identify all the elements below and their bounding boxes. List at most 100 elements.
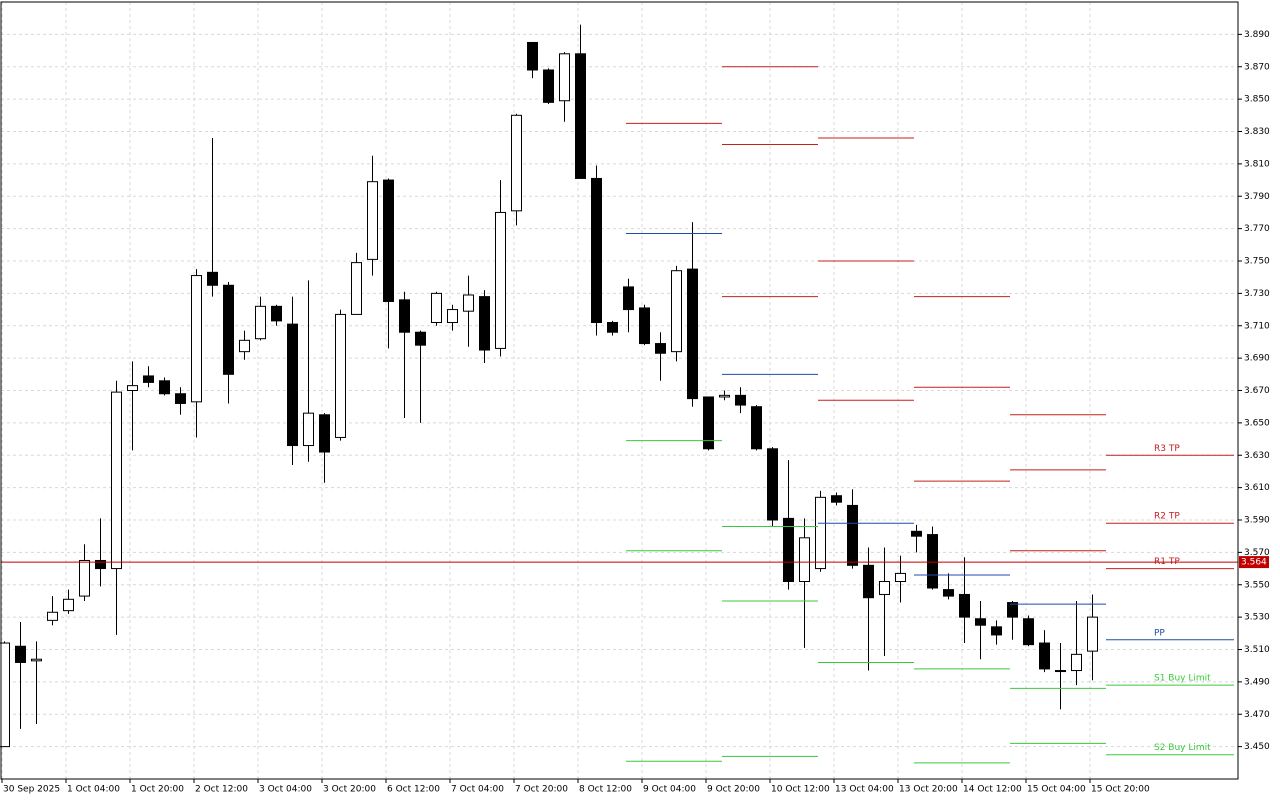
candle-body bbox=[495, 211, 506, 349]
candle-body bbox=[559, 53, 570, 102]
candle-body bbox=[1023, 618, 1034, 646]
candle-body bbox=[543, 69, 554, 103]
x-tick-label: 9 Oct 20:00 bbox=[707, 785, 760, 795]
candle-body bbox=[159, 380, 170, 395]
candle-body bbox=[287, 323, 298, 447]
price-tag-label: 3.564 bbox=[1241, 558, 1267, 568]
candle-body bbox=[1071, 653, 1082, 672]
candle-body bbox=[1039, 642, 1050, 670]
y-tick-label: 3.750 bbox=[1244, 257, 1270, 267]
candle-body bbox=[671, 270, 682, 353]
candle-body bbox=[975, 618, 986, 626]
x-tick-label: 8 Oct 12:00 bbox=[579, 785, 632, 795]
candle-body bbox=[687, 268, 698, 400]
candle-body bbox=[463, 294, 474, 312]
candle-body bbox=[63, 598, 74, 612]
y-tick-label: 3.570 bbox=[1244, 548, 1270, 558]
candle-body bbox=[239, 339, 250, 353]
candle-body bbox=[383, 179, 394, 302]
price-tag bbox=[1239, 556, 1269, 569]
candle-body bbox=[1007, 602, 1018, 618]
candle-body bbox=[895, 572, 906, 583]
candle-body bbox=[863, 564, 874, 599]
candle-body bbox=[255, 305, 266, 340]
candle-body bbox=[271, 305, 282, 322]
x-tick-label: 3 Oct 20:00 bbox=[323, 785, 376, 795]
y-tick-label: 3.710 bbox=[1244, 321, 1270, 331]
candle-body bbox=[335, 313, 346, 438]
candle-body bbox=[607, 322, 618, 333]
candle-body bbox=[15, 645, 26, 663]
candle-body bbox=[79, 559, 90, 597]
candle-body bbox=[911, 530, 922, 537]
x-tick-label: 30 Sep 2025 bbox=[3, 785, 60, 795]
candle-body bbox=[735, 394, 746, 406]
candle-body bbox=[575, 53, 586, 179]
candle-body bbox=[943, 589, 954, 597]
y-tick-label: 3.630 bbox=[1244, 451, 1270, 461]
candle-body bbox=[751, 406, 762, 450]
candle-body bbox=[991, 626, 1002, 636]
pivot-label: S2 Buy Limit bbox=[1154, 743, 1211, 753]
x-tick-label: 14 Oct 12:00 bbox=[963, 785, 1022, 795]
candle-body bbox=[591, 177, 602, 324]
x-tick-label: 2 Oct 12:00 bbox=[195, 785, 248, 795]
candle-body bbox=[815, 496, 826, 570]
x-tick-label: 13 Oct 04:00 bbox=[835, 785, 894, 795]
candle-body bbox=[655, 343, 666, 354]
y-tick-label: 3.610 bbox=[1244, 483, 1270, 493]
candle-body bbox=[623, 286, 634, 311]
y-tick-label: 3.490 bbox=[1244, 677, 1270, 687]
candle-body bbox=[527, 41, 538, 71]
pivot-label: R3 TP bbox=[1154, 444, 1180, 454]
x-tick-label: 10 Oct 12:00 bbox=[771, 785, 830, 795]
x-tick-label: 1 Oct 20:00 bbox=[131, 785, 184, 795]
x-tick-label: 15 Oct 20:00 bbox=[1091, 785, 1150, 795]
candle-body bbox=[831, 495, 842, 503]
candle-body bbox=[303, 412, 314, 447]
candle-body bbox=[431, 292, 442, 324]
x-tick-label: 6 Oct 12:00 bbox=[387, 785, 440, 795]
y-tick-label: 3.830 bbox=[1244, 127, 1270, 137]
y-tick-label: 3.450 bbox=[1244, 742, 1270, 752]
y-tick-label: 3.850 bbox=[1244, 95, 1270, 105]
x-tick-label: 3 Oct 04:00 bbox=[259, 785, 312, 795]
y-tick-label: 3.530 bbox=[1244, 613, 1270, 623]
candle-body bbox=[95, 559, 106, 570]
y-tick-label: 3.590 bbox=[1244, 516, 1270, 526]
y-tick-label: 3.890 bbox=[1244, 30, 1270, 40]
candle-body bbox=[175, 393, 186, 404]
x-tick-label: 13 Oct 20:00 bbox=[899, 785, 958, 795]
candle-body bbox=[31, 658, 42, 662]
pivot-label: S1 Buy Limit bbox=[1154, 674, 1211, 684]
candle-body bbox=[767, 448, 778, 521]
x-tick-label: 9 Oct 04:00 bbox=[643, 785, 696, 795]
plot-frame bbox=[0, 1, 1239, 780]
candle-body bbox=[1087, 616, 1098, 652]
y-tick-label: 3.790 bbox=[1244, 192, 1270, 202]
candle-body bbox=[207, 271, 218, 286]
x-tick-label: 15 Oct 04:00 bbox=[1027, 785, 1086, 795]
candle-body bbox=[447, 309, 458, 324]
y-tick-label: 3.810 bbox=[1244, 159, 1270, 169]
y-tick-label: 3.870 bbox=[1244, 62, 1270, 72]
candle-body bbox=[511, 114, 522, 212]
y-tick-label: 3.470 bbox=[1244, 710, 1270, 720]
candle-body bbox=[191, 275, 202, 403]
y-tick-label: 3.670 bbox=[1244, 386, 1270, 396]
x-tick-label: 1 Oct 04:00 bbox=[67, 785, 120, 795]
candle-body bbox=[399, 299, 410, 333]
candle-body bbox=[1055, 670, 1066, 673]
y-tick-label: 3.690 bbox=[1244, 354, 1270, 364]
y-tick-label: 3.770 bbox=[1244, 224, 1270, 234]
candle-body bbox=[127, 385, 138, 391]
candle-body bbox=[111, 391, 122, 570]
x-tick-label: 7 Oct 20:00 bbox=[515, 785, 568, 795]
candle-body bbox=[847, 504, 858, 566]
candle-body bbox=[879, 581, 890, 595]
candle-body bbox=[703, 396, 714, 450]
pivot-label: R2 TP bbox=[1154, 512, 1180, 522]
candle-body bbox=[351, 262, 362, 315]
candle-body bbox=[143, 375, 154, 383]
